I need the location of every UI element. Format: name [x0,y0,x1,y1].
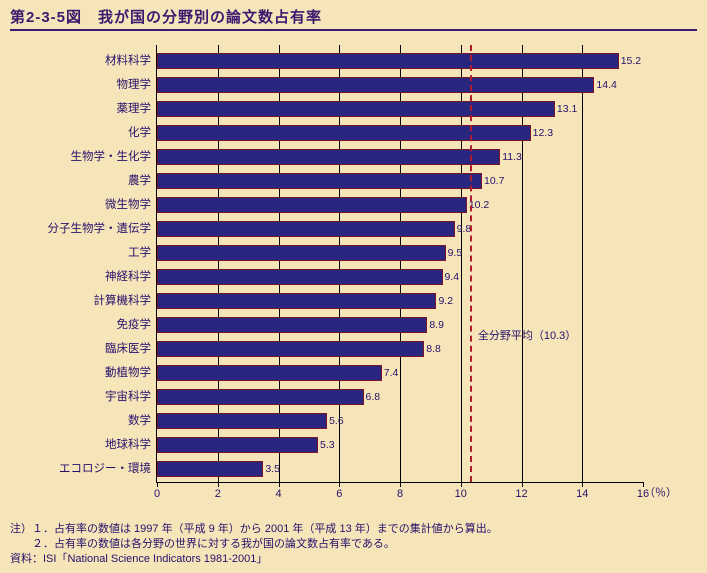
figure-footnotes: 注）１．占有率の数値は 1997 年（平成 9 年）から 2001 年（平成 1… [10,522,498,567]
bar-row: 分子生物学・遺伝学9.8 [157,221,643,239]
bar [157,125,531,141]
bar-row: 農学10.7 [157,173,643,191]
bar-value-label: 15.2 [621,53,641,69]
bar-value-label: 9.5 [448,245,463,261]
category-label: 臨床医学 [105,341,151,357]
category-label: 数学 [128,413,151,429]
bar-row: 宇宙科学6.8 [157,389,643,407]
bar [157,245,446,261]
x-tick-label: 10 [455,488,467,500]
bar [157,149,500,165]
bar-value-label: 3.5 [265,461,280,477]
bar-row: 微生物学10.2 [157,197,643,215]
bar [157,197,467,213]
bar-row: 化学12.3 [157,125,643,143]
x-tick-label: 16 [637,488,649,500]
category-label: 計算機科学 [94,293,152,309]
category-label: 物理学 [117,77,152,93]
x-tick [218,482,219,487]
footnote-2: ２．占有率の数値は各分野の世界に対する我が国の論文数占有率である。 [10,538,395,550]
bar [157,341,424,357]
bar-row: 数学5.6 [157,413,643,431]
category-label: 化学 [128,125,151,141]
x-tick-label: 6 [336,488,342,500]
bar-row: 物理学14.4 [157,77,643,95]
bar-value-label: 5.3 [320,437,335,453]
figure-title: 第2-3-5図 我が国の分野別の論文数占有率 [10,6,697,27]
bar-row: 薬理学13.1 [157,101,643,119]
bar [157,389,364,405]
bar [157,317,427,333]
category-label: 分子生物学・遺伝学 [48,221,152,237]
category-label: 免疫学 [117,317,152,333]
bar-value-label: 5.6 [329,413,344,429]
bar-row: 動植物学7.4 [157,365,643,383]
bar-value-label: 8.8 [426,341,441,357]
reference-caption: 全分野平均（10.3） [478,327,576,343]
category-label: 神経科学 [105,269,151,285]
bar-value-label: 9.4 [445,269,460,285]
bar [157,437,318,453]
bar-value-label: 14.4 [596,77,616,93]
bar [157,173,482,189]
category-label: 宇宙科学 [105,389,151,405]
x-tick [279,482,280,487]
bar-row: 地球科学5.3 [157,437,643,455]
title-underline [10,29,697,31]
x-tick-label: 2 [215,488,221,500]
bar-row: 計算機科学9.2 [157,293,643,311]
x-tick-label: 14 [576,488,588,500]
category-label: 微生物学 [105,197,151,213]
x-tick [522,482,523,487]
bar [157,293,436,309]
bar [157,269,443,285]
bar-value-label: 13.1 [557,101,577,117]
x-tick [461,482,462,487]
category-label: 材料科学 [105,53,151,69]
bar-row: エコロジー・環境3.5 [157,461,643,479]
bar-row: 臨床医学8.8 [157,341,643,359]
bar-row: 神経科学9.4 [157,269,643,287]
category-label: エコロジー・環境 [59,461,151,477]
category-label: 地球科学 [105,437,151,453]
x-tick [400,482,401,487]
x-tick-label: 4 [275,488,281,500]
category-label: 薬理学 [117,101,152,117]
category-label: 工学 [128,245,151,261]
bar [157,77,594,93]
bar-value-label: 11.3 [502,149,522,165]
chart-container: （％） 0246810121416材料科学15.2物理学14.4薬理学13.1化… [24,45,683,505]
bar [157,53,619,69]
bar-value-label: 7.4 [384,365,399,381]
figure-title-bar: 第2-3-5図 我が国の分野別の論文数占有率 [0,0,707,33]
x-tick [643,482,644,487]
x-tick-label: 8 [397,488,403,500]
footnote-1: 注）１．占有率の数値は 1997 年（平成 9 年）から 2001 年（平成 1… [10,523,498,535]
bar-value-label: 10.7 [484,173,504,189]
category-label: 動植物学 [105,365,151,381]
bar-value-label: 8.9 [429,317,444,333]
bar [157,413,327,429]
bar-value-label: 10.2 [469,197,489,213]
bar-row: 工学9.5 [157,245,643,263]
bar [157,365,382,381]
x-tick-label: 12 [515,488,527,500]
x-tick-label: 0 [154,488,160,500]
reference-line [470,45,472,482]
x-tick [582,482,583,487]
bar-row: 生物学・生化学11.3 [157,149,643,167]
bar-value-label: 6.8 [366,389,381,405]
bar-row: 材料科学15.2 [157,53,643,71]
bar [157,221,455,237]
plot-area: （％） 0246810121416材料科学15.2物理学14.4薬理学13.1化… [156,45,643,483]
x-tick [339,482,340,487]
bar [157,461,263,477]
bar-value-label: 12.3 [533,125,553,141]
bar-value-label: 9.2 [438,293,453,309]
category-label: 生物学・生化学 [71,149,152,165]
x-tick [157,482,158,487]
footnote-3: 資料：ISI「National Science Indicators 1981-… [10,553,267,565]
bar [157,101,555,117]
category-label: 農学 [128,173,151,189]
